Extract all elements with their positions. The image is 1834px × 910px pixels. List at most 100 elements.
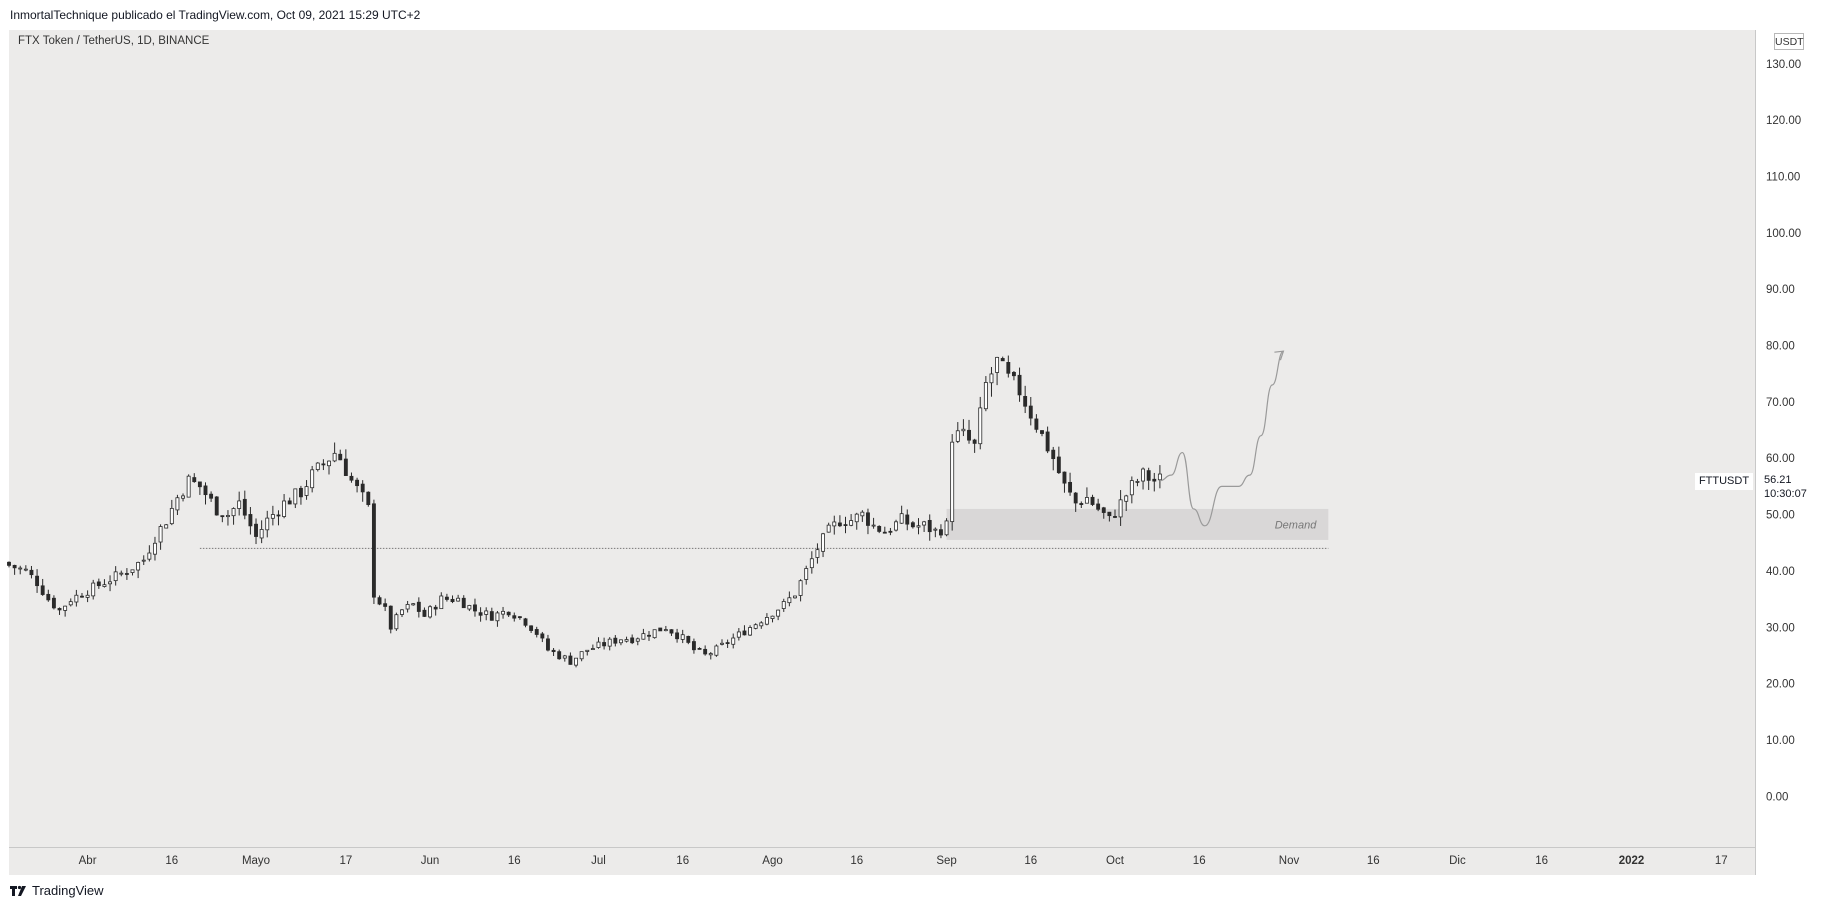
candle	[349, 472, 354, 483]
candle-body	[23, 568, 28, 571]
candle-body	[641, 633, 646, 640]
candle-body	[894, 521, 898, 531]
candle-body	[770, 615, 775, 619]
candle	[102, 579, 107, 588]
candle	[1135, 478, 1140, 487]
candle	[237, 491, 242, 516]
footer-brand-label: TradingView	[32, 883, 104, 898]
candle-body	[360, 483, 365, 493]
candle-body	[226, 515, 230, 518]
candle-body	[1045, 431, 1050, 452]
candle-body	[68, 601, 73, 606]
candle-body	[158, 526, 163, 543]
candle	[1152, 472, 1157, 492]
candle	[916, 518, 921, 535]
candle	[793, 595, 797, 599]
candle-body	[400, 609, 404, 615]
candle-body	[955, 430, 960, 442]
demand-zone-label: Demand	[1275, 519, 1317, 531]
candle-body	[383, 603, 388, 607]
candle	[1096, 498, 1101, 512]
candle-body	[366, 491, 371, 505]
candle-body	[130, 569, 135, 573]
candle-body	[506, 611, 511, 616]
candle-body	[96, 581, 101, 587]
price-axis-divider	[1755, 30, 1756, 875]
candle-body	[1051, 449, 1056, 460]
candle	[635, 637, 640, 646]
candle-body	[944, 520, 949, 536]
candle	[51, 595, 56, 610]
candle-body	[343, 458, 348, 476]
candle	[108, 575, 112, 592]
candle-body	[119, 572, 124, 575]
candle	[394, 612, 399, 631]
candle-body	[793, 595, 797, 599]
chart-pane[interactable]	[9, 30, 1755, 875]
symbol-tag: FTTUSDT	[1695, 473, 1753, 490]
candle-body	[1096, 503, 1101, 510]
candle-body	[714, 645, 719, 656]
candle	[517, 616, 522, 620]
candle-body	[377, 597, 382, 605]
candle	[866, 508, 870, 535]
candle-body	[209, 493, 214, 499]
candle	[12, 564, 17, 575]
candle	[714, 644, 719, 657]
candle-body	[978, 407, 983, 445]
footer-brand[interactable]: TradingView	[10, 883, 104, 898]
candle	[371, 499, 376, 605]
candle-body	[57, 608, 62, 611]
candle-body	[12, 564, 17, 569]
candle	[400, 609, 404, 618]
candle	[192, 473, 197, 483]
candle-body	[933, 528, 938, 531]
candle-body	[310, 469, 315, 489]
candle	[989, 366, 994, 397]
candle	[147, 545, 152, 562]
candle-body	[298, 487, 303, 498]
candle-body	[489, 611, 494, 621]
candle	[428, 605, 433, 619]
candle-body	[607, 638, 612, 647]
candle	[995, 356, 1000, 386]
candle	[377, 595, 382, 606]
candle-body	[1006, 361, 1011, 374]
candle-body	[113, 571, 118, 582]
demand-zone	[946, 508, 1329, 540]
candle	[568, 652, 573, 665]
currency-label[interactable]: USDT	[1774, 33, 1804, 50]
candle-body	[742, 630, 747, 636]
candle	[130, 569, 135, 576]
candle-body	[265, 517, 270, 531]
price-axis[interactable]	[1756, 30, 1834, 875]
candle	[467, 604, 472, 612]
candle-body	[916, 525, 921, 528]
candle	[46, 589, 51, 602]
candle	[456, 594, 461, 602]
candle	[540, 631, 545, 643]
candle-body	[764, 617, 769, 625]
candle	[630, 634, 635, 645]
candle-body	[540, 633, 545, 639]
candle	[259, 520, 264, 544]
candle	[1034, 414, 1039, 433]
candle-body	[590, 648, 595, 650]
candle	[888, 527, 893, 536]
candle-body	[270, 514, 275, 519]
candle-body	[927, 519, 932, 533]
candle	[1090, 494, 1095, 507]
candle-body	[1023, 396, 1028, 407]
candles	[7, 355, 1162, 668]
candle-body	[1157, 473, 1162, 481]
candle-body	[63, 605, 68, 611]
candle	[882, 526, 887, 534]
candle-body	[1011, 371, 1016, 377]
candle-body	[1000, 358, 1005, 362]
candle	[1113, 509, 1117, 519]
candle	[23, 565, 28, 572]
candle	[624, 636, 629, 643]
candle	[298, 485, 303, 505]
last-price: 56.21	[1764, 474, 1792, 486]
